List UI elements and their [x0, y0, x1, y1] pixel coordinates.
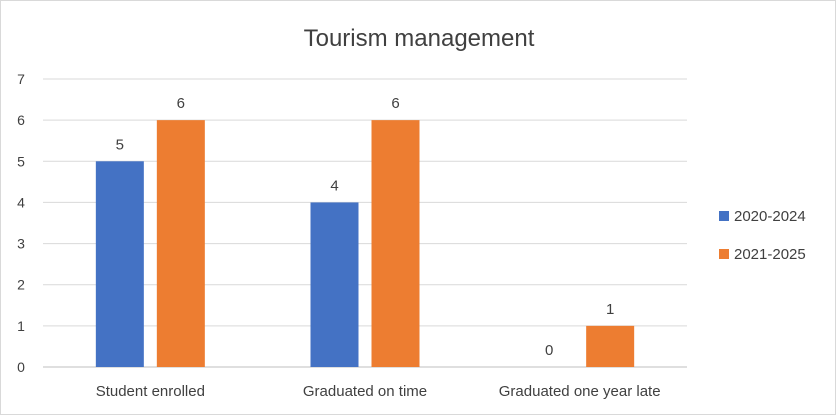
- y-tick-label: 1: [17, 318, 25, 334]
- x-tick-label: Student enrolled: [96, 383, 205, 400]
- y-tick-label: 4: [17, 194, 25, 210]
- y-tick-label: 7: [17, 71, 25, 87]
- x-tick-label: Graduated on time: [303, 383, 427, 400]
- legend-swatch: [719, 249, 729, 259]
- y-tick-label: 0: [17, 359, 25, 375]
- x-tick-label: Graduated one year late: [499, 383, 661, 400]
- data-label: 4: [330, 177, 338, 194]
- legend: 2020-2024 2021-2025: [719, 208, 806, 263]
- data-label: 5: [116, 136, 124, 153]
- bars: [95, 120, 635, 368]
- data-label: 0: [545, 342, 553, 359]
- bar: [95, 161, 144, 367]
- data-label: 1: [606, 301, 614, 318]
- y-tick-label: 5: [17, 153, 25, 169]
- bar: [371, 120, 420, 368]
- y-tick-label: 3: [17, 236, 25, 252]
- legend-label: 2020-2024: [734, 208, 806, 225]
- gridlines: [43, 78, 687, 368]
- data-labels: 5 6 4 6 0 1: [116, 95, 615, 359]
- bar: [586, 325, 635, 367]
- data-label: 6: [177, 95, 185, 112]
- data-label: 6: [391, 95, 399, 112]
- legend-label: 2021-2025: [734, 246, 806, 263]
- y-tick-label: 6: [17, 112, 25, 128]
- y-axis-tick-labels: 0 1 2 3 4 5 6 7: [17, 71, 25, 375]
- chart-title: Tourism management: [304, 25, 535, 52]
- bar: [310, 202, 359, 367]
- x-axis-tick-labels: Student enrolled Graduated on time Graduat…: [96, 383, 661, 400]
- bar: [156, 120, 205, 368]
- y-tick-label: 2: [17, 277, 25, 293]
- legend-swatch: [719, 211, 729, 221]
